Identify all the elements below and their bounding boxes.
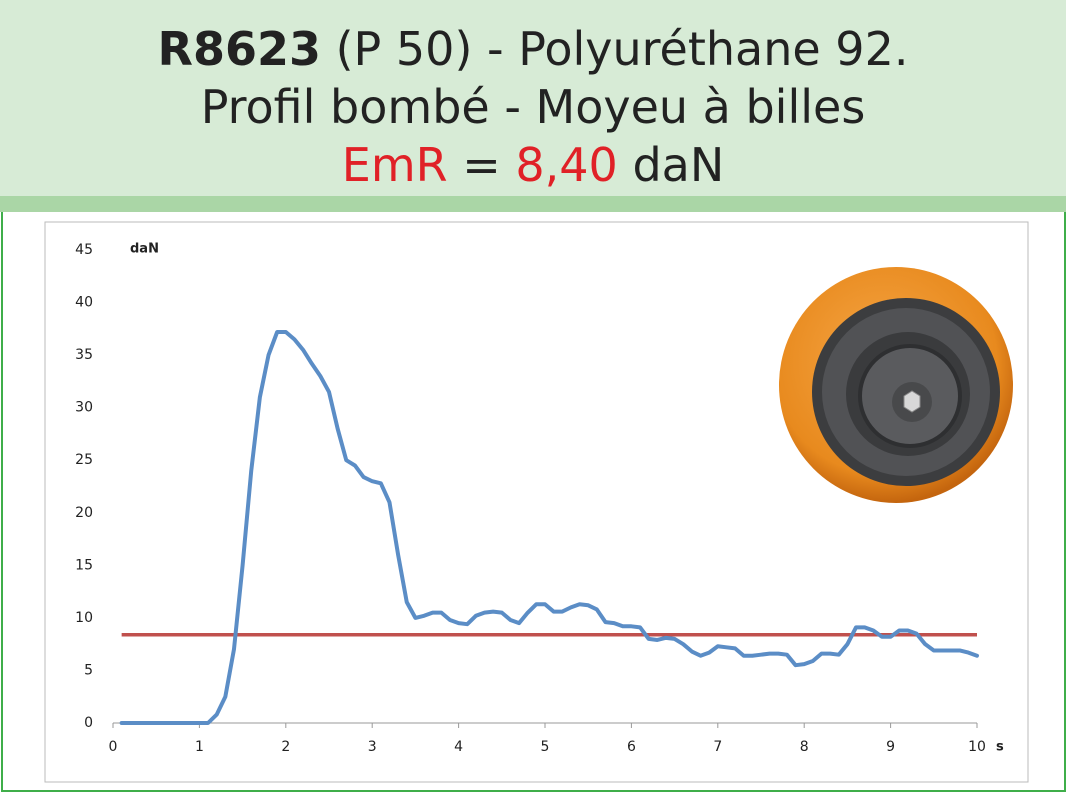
x-tick-label: 0 (109, 739, 118, 755)
y-tick-label: 35 (75, 347, 93, 363)
product-desc: (P 50) - Polyuréthane 92. (335, 22, 909, 76)
equals: = (462, 138, 501, 192)
x-tick-label: 10 (968, 739, 986, 755)
header-line: Profil bombé - Moyeu à billes (200, 80, 866, 134)
y-tick-label: 25 (75, 452, 93, 468)
y-tick-label: 40 (75, 295, 93, 311)
x-tick-label: 5 (541, 739, 550, 755)
wheel-image (779, 267, 1013, 503)
y-tick-label: 10 (75, 610, 93, 626)
y-tick-label: 0 (84, 715, 93, 731)
x-tick-label: 9 (886, 739, 895, 755)
x-tick-label: 1 (195, 739, 204, 755)
y-tick-label: 15 (75, 557, 93, 573)
header-line: R8623 (P 50) - Polyuréthane 92. (0, 20, 1066, 78)
emr-value: 8,40 (515, 138, 618, 192)
y-tick-label: 45 (75, 242, 93, 258)
emr-unit: daN (632, 138, 725, 192)
x-tick-label: 3 (368, 739, 377, 755)
header-strip (0, 196, 1066, 212)
data-line (119, 329, 979, 725)
product-code: R8623 (157, 22, 321, 76)
x-tick-label: 4 (454, 739, 463, 755)
y-tick-label: 30 (75, 400, 93, 416)
x-tick-label: 6 (627, 739, 636, 755)
x-axis-label: s (996, 740, 1004, 755)
x-tick-label: 7 (713, 739, 722, 755)
header-line: EmR = 8,40 daN (0, 136, 1066, 194)
frame (1, 212, 1066, 792)
y-tick-label: 20 (75, 505, 93, 521)
plot-frame (44, 221, 1029, 783)
y-tick-label: 5 (84, 662, 93, 678)
header: R8623 (P 50) - Polyuréthane 92. Profil b… (0, 0, 1066, 196)
x-tick-label: 2 (281, 739, 290, 755)
x-tick-label: 8 (800, 739, 809, 755)
emr-label: EmR (341, 138, 448, 192)
y-axis-label: daN (130, 242, 159, 257)
